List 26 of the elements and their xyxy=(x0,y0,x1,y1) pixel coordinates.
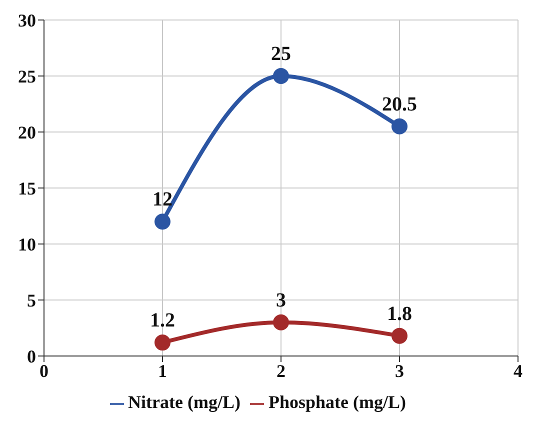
y-tick-label: 25 xyxy=(18,66,36,86)
y-tick-label: 5 xyxy=(27,290,36,310)
data-label: 1.2 xyxy=(150,310,175,332)
data-label: 20.5 xyxy=(382,93,417,116)
y-tick-label: 20 xyxy=(18,122,36,142)
legend-label: Nitrate (mg/L) xyxy=(128,392,240,412)
x-tick-label: 1 xyxy=(158,360,167,381)
x-tick-label: 2 xyxy=(276,360,286,381)
point xyxy=(154,334,170,351)
y-tick-label: 10 xyxy=(18,234,36,254)
data-label: 12 xyxy=(152,188,172,211)
point xyxy=(273,68,289,84)
x-tick-label: 0 xyxy=(40,360,48,381)
data-label: 1.8 xyxy=(387,302,412,325)
point xyxy=(154,214,170,230)
data-label: 25 xyxy=(271,43,291,65)
y-tick-label: 0 xyxy=(27,346,36,366)
y-tick-label: 15 xyxy=(18,178,36,198)
x-tick-label: 3 xyxy=(395,360,404,381)
point xyxy=(273,314,289,330)
y-tick-label: 30 xyxy=(18,10,36,30)
x-tick-label: 4 xyxy=(514,360,522,381)
point xyxy=(392,118,408,134)
data-label: 3 xyxy=(276,289,286,312)
point xyxy=(392,328,408,344)
legend-label: Phosphate (mg/L) xyxy=(268,392,406,412)
